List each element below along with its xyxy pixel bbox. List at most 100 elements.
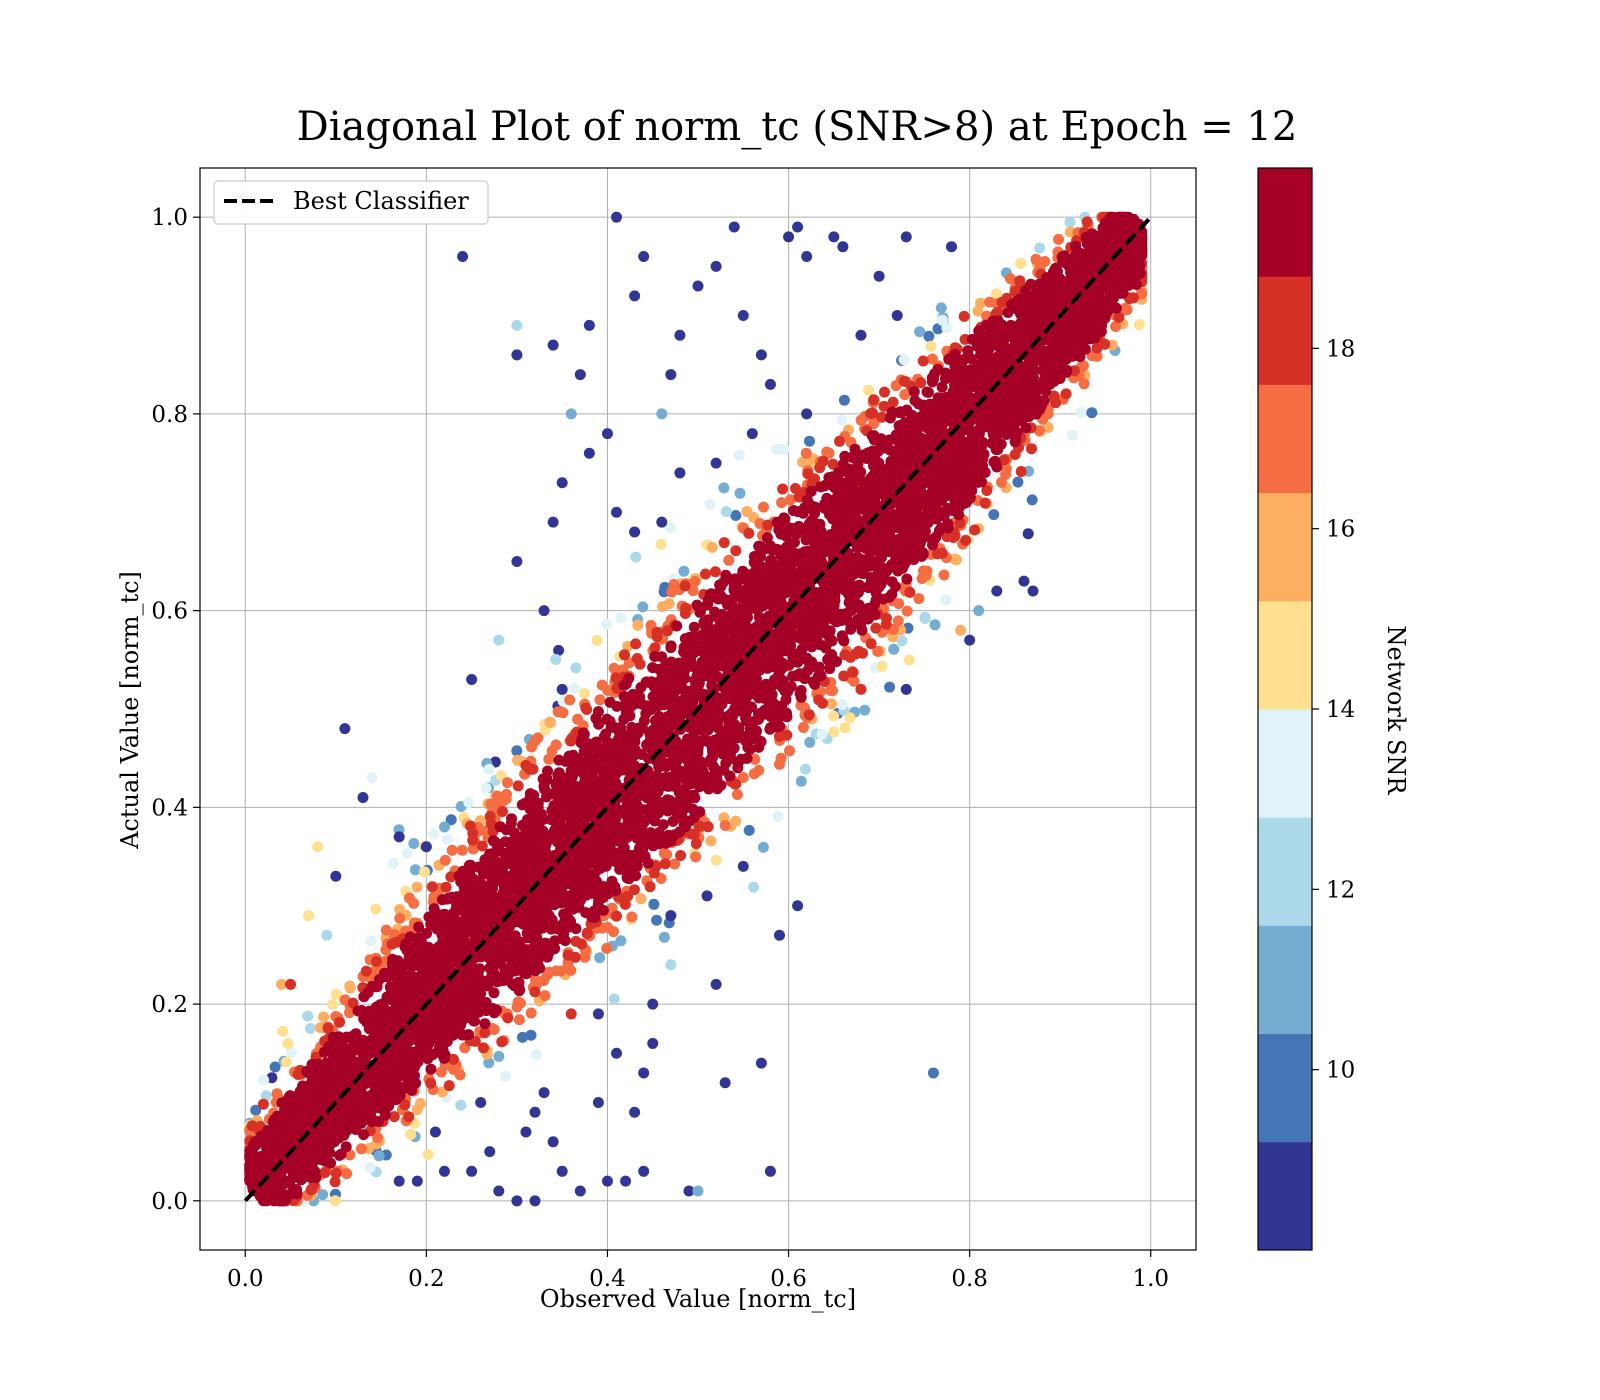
scatter-point [483, 1057, 495, 1069]
scatter-point [746, 574, 758, 586]
scatter-point [1026, 494, 1038, 506]
scatter-point [447, 1053, 459, 1065]
scatter-point [758, 543, 770, 555]
scatter-point [936, 314, 948, 326]
scatter-point [690, 851, 702, 863]
scatter-point [741, 752, 753, 764]
scatter-point [329, 1195, 341, 1207]
scatter-point [743, 527, 755, 539]
scatter-point [920, 569, 932, 581]
scatter-point [553, 754, 565, 766]
scatter-point [1034, 242, 1046, 254]
scatter-point [1042, 422, 1054, 433]
scatter-point [876, 411, 888, 423]
scatter-point [476, 840, 488, 852]
scatter-point [723, 554, 735, 566]
scatter-point [826, 698, 837, 710]
scatter-point [839, 722, 851, 734]
scatter-point [702, 821, 714, 833]
scatter-point [581, 704, 593, 715]
scatter-point [663, 598, 675, 610]
scatter-point [651, 626, 663, 638]
scatter-point [318, 1011, 330, 1023]
scatter-point [836, 414, 848, 426]
scatter-point [564, 694, 576, 706]
scatter-point [817, 455, 829, 467]
scatter-point [828, 726, 840, 738]
scatter-point [816, 728, 828, 740]
scatter-point [800, 763, 811, 775]
scatter-point [879, 386, 890, 398]
scatter-point [632, 619, 644, 631]
scatter-point [401, 847, 413, 859]
scatter-point [422, 1149, 434, 1160]
scatter-point [497, 806, 508, 817]
scatter-point [557, 707, 569, 719]
scatter-point [872, 645, 884, 657]
scatter-point [960, 534, 972, 546]
scatter-point [632, 727, 644, 739]
scatter-point [570, 662, 582, 674]
scatter-point [679, 580, 691, 592]
scatter-point [1048, 390, 1060, 402]
scatter-point [419, 866, 431, 878]
scatter-point [441, 893, 453, 905]
scatter-point [975, 442, 987, 453]
scatter-point [836, 699, 848, 710]
scatter-point [594, 694, 606, 706]
scatter-point [387, 857, 399, 869]
scatter-point [784, 494, 796, 506]
scatter-point [709, 566, 721, 578]
scatter-point [440, 881, 452, 893]
scatter-point [1060, 388, 1072, 400]
scatter-point [286, 1046, 297, 1058]
scatter-point [1077, 360, 1089, 372]
scatter-point [525, 1029, 537, 1041]
scatter-point [730, 510, 742, 521]
scatter-point [718, 537, 730, 549]
scatter-point [485, 818, 497, 829]
scatter-point [649, 642, 661, 654]
scatter-point [258, 1074, 270, 1086]
scatter-point [447, 908, 459, 919]
scatter-point [821, 446, 833, 458]
scatter-point [529, 735, 541, 747]
scatter-point [1019, 285, 1031, 297]
scatter-point [972, 305, 984, 317]
scatter-point [886, 576, 898, 588]
scatter-point [901, 605, 913, 617]
scatter-point [390, 936, 402, 948]
scatter-point [515, 997, 526, 1009]
scatter-point [678, 565, 690, 577]
scatter-point [619, 898, 631, 910]
scatter-point [861, 608, 873, 620]
scatter-point [499, 1070, 511, 1082]
scatter-point [408, 838, 420, 849]
scatter-point [1127, 292, 1139, 304]
scatter-point [250, 1104, 262, 1116]
scatter-point [658, 847, 670, 859]
scatter-point [923, 330, 935, 342]
scatter-point [403, 892, 415, 904]
scatter-point [529, 986, 541, 998]
scatter-point [319, 1167, 331, 1178]
scatter-point [706, 541, 718, 553]
scatter-point [403, 1111, 415, 1123]
scatter-point [608, 993, 620, 1005]
scatter-point [658, 931, 670, 943]
scatter-point [737, 772, 749, 783]
scatter-point [953, 406, 965, 418]
scatter-point [410, 1077, 422, 1089]
scatter-point [648, 898, 660, 910]
scatter-point [304, 1023, 316, 1034]
scatter-point [443, 1080, 455, 1092]
scatter-point [329, 1176, 341, 1188]
scatter-point [544, 938, 556, 950]
scatter-point [380, 924, 392, 936]
scatter-point [795, 699, 807, 711]
scatter-point [370, 903, 382, 915]
scatter-point [981, 485, 993, 496]
scatter-point [327, 999, 339, 1010]
scatter-point [277, 1025, 289, 1037]
scatter-point [512, 754, 523, 766]
